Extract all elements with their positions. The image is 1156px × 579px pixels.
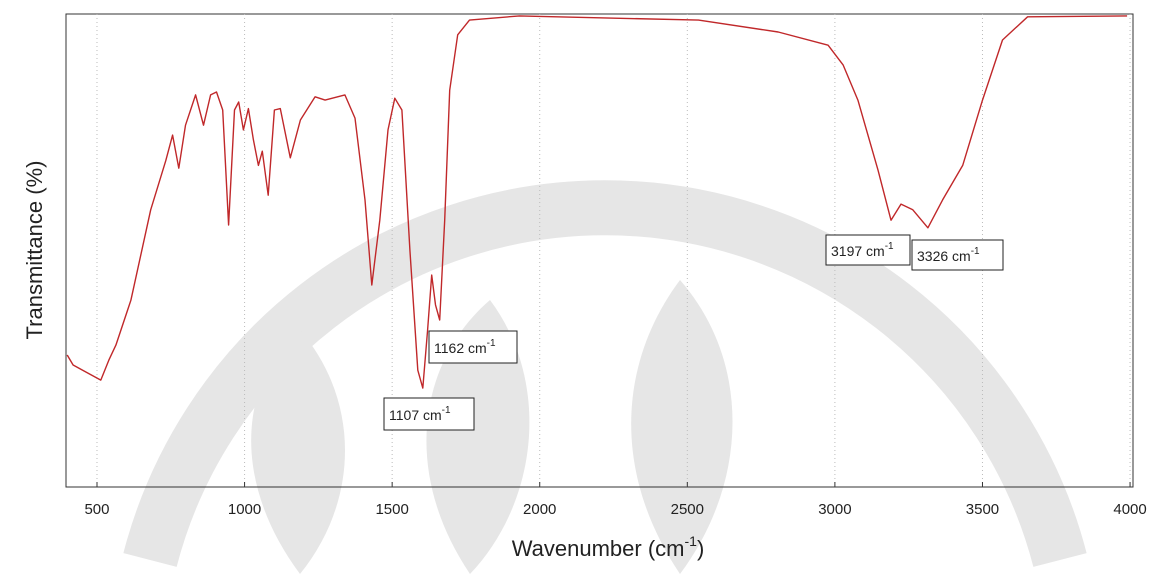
annotation-sup: -1	[487, 338, 496, 349]
watermark-leaf	[426, 300, 530, 574]
x-tick-label: 1000	[228, 501, 261, 518]
annotation-text: 1162 cm	[434, 340, 487, 356]
x-tick-label: 3000	[818, 501, 851, 518]
annotation-text: 1107 cm	[389, 407, 442, 423]
x-tick-label: 3500	[966, 501, 999, 518]
annotation-label: 1162 cm-1	[434, 338, 496, 356]
plot-frame	[65, 13, 1134, 488]
spectrum-line	[66, 15, 1128, 389]
annotation: 3326 cm-1	[911, 239, 1004, 271]
annotation-box	[911, 239, 1004, 271]
x-tick-label: 4000	[1113, 501, 1146, 518]
annotation: 1162 cm-1	[428, 330, 518, 364]
x-axis-label-sup: -1	[685, 533, 698, 549]
x-axis-label: Wavenumber (cm-1)	[512, 533, 705, 561]
annotation: 3197 cm-1	[825, 234, 911, 266]
annotation-label: 1107 cm-1	[389, 405, 451, 423]
annotation-sup: -1	[885, 241, 894, 252]
annotation-text: 3197 cm	[831, 243, 885, 259]
annotation-label: 3197 cm-1	[831, 241, 894, 259]
watermark-leaf	[251, 330, 345, 574]
y-axis-label: Transmittance (%)	[22, 161, 47, 340]
x-tick-label: 2500	[671, 501, 704, 518]
watermark-leaves	[251, 280, 733, 574]
x-tick-label: 2000	[523, 501, 556, 518]
annotation-box	[383, 397, 475, 431]
watermark-leaf	[631, 280, 733, 574]
annotation-text: 3326 cm	[917, 248, 971, 264]
x-axis-label-text: Wavenumber (cm	[512, 536, 685, 561]
plot	[66, 15, 1128, 389]
watermark-arc	[123, 180, 1087, 567]
x-axis-label-tail: )	[697, 536, 704, 561]
watermark	[123, 180, 1087, 567]
annotation-box	[428, 330, 518, 364]
annotation-sup: -1	[442, 405, 451, 416]
annotation: 1107 cm-1	[383, 397, 475, 431]
annotation-sup: -1	[971, 246, 980, 257]
x-tick-label: 500	[84, 501, 109, 518]
annotation-label: 3326 cm-1	[917, 246, 980, 264]
x-tick-label: 1500	[375, 501, 408, 518]
annotation-box	[825, 234, 911, 266]
